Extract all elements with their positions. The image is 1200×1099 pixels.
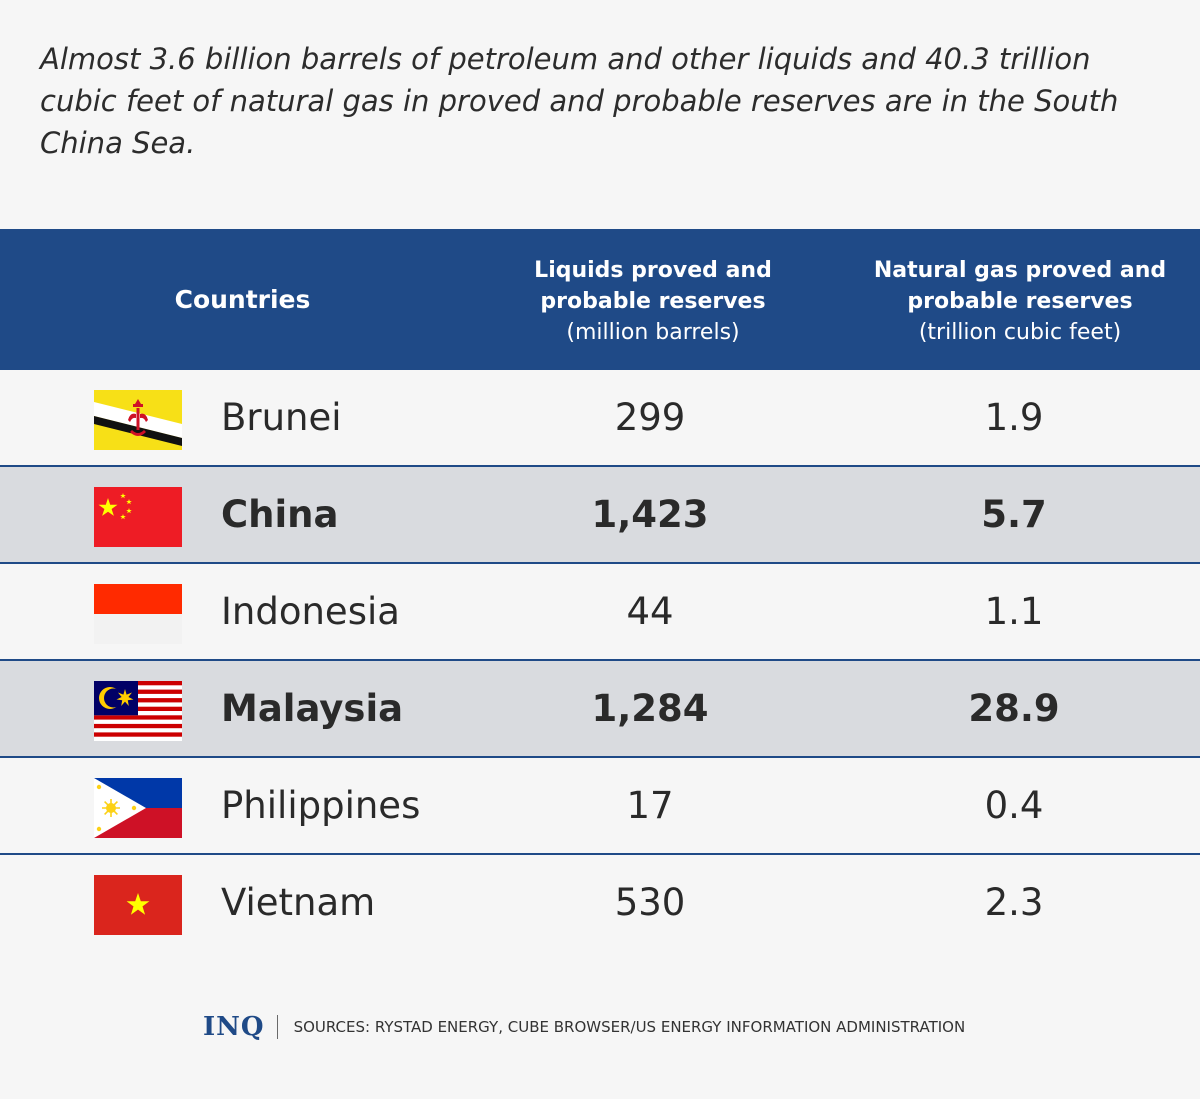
country-name: Philippines: [221, 784, 421, 827]
country-name: China: [221, 493, 339, 536]
table-row: Brunei 299 1.9: [0, 370, 1200, 467]
table-row: Malaysia 1,284 28.9: [0, 661, 1200, 758]
footer: INQ SOURCES: RYSTAD ENERGY, CUBE BROWSER…: [203, 1012, 965, 1042]
liquids-value: 1,284: [591, 687, 709, 730]
indonesia-flag: [94, 584, 182, 644]
intro-text: Almost 3.6 billion barrels of petroleum …: [40, 42, 1119, 160]
china-flag: [94, 487, 182, 547]
malaysia-flag: [94, 681, 182, 741]
liquids-value: 299: [614, 396, 686, 439]
header-liquids-unit: (million barrels): [566, 320, 740, 345]
country-name: Malaysia: [221, 687, 404, 730]
gas-value: 28.9: [968, 687, 1060, 730]
sources-text: SOURCES: RYSTAD ENERGY, CUBE BROWSER/US …: [293, 1018, 966, 1036]
header-liquids-title: Liquids proved and probable reserves: [534, 258, 772, 314]
table-row: Indonesia 44 1.1: [0, 564, 1200, 661]
header-gas-title: Natural gas proved and probable reserves: [873, 258, 1167, 314]
liquids-value: 1,423: [591, 493, 709, 536]
country-name: Vietnam: [221, 881, 376, 924]
liquids-value: 17: [626, 784, 674, 827]
table-row: Vietnam 530 2.3: [0, 855, 1200, 950]
table-row: China 1,423 5.7: [0, 467, 1200, 564]
gas-value: 1.9: [984, 396, 1044, 439]
footer-divider: [276, 1015, 278, 1039]
country-name: Indonesia: [221, 590, 400, 633]
header-gas-unit: (trillion cubic feet): [918, 320, 1122, 345]
inq-logo: INQ: [203, 1012, 265, 1042]
brunei-flag: [94, 390, 182, 450]
liquids-value: 44: [626, 590, 674, 633]
gas-value: 2.3: [984, 881, 1044, 924]
gas-value: 5.7: [981, 493, 1047, 536]
table-row: Philippines 17 0.4: [0, 758, 1200, 855]
gas-value: 0.4: [984, 784, 1044, 827]
table-body: Brunei 299 1.9 China 1,423 5.7: [0, 370, 1200, 950]
liquids-value: 530: [614, 881, 686, 924]
header-liquids: Liquids proved and probable reserves (mi…: [493, 255, 813, 348]
country-name: Brunei: [221, 396, 342, 439]
gas-value: 1.1: [984, 590, 1044, 633]
header-countries: Countries: [174, 285, 311, 314]
table-header: Countries Liquids proved and probable re…: [0, 229, 1200, 370]
header-gas: Natural gas proved and probable reserves…: [860, 255, 1180, 348]
vietnam-flag: [94, 875, 182, 935]
philippines-flag: [94, 778, 182, 838]
